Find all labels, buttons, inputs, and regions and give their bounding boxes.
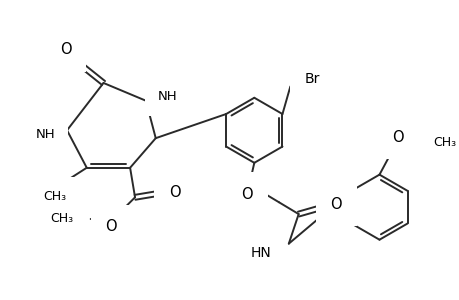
Text: CH₃: CH₃	[433, 136, 456, 148]
Text: O: O	[106, 219, 117, 234]
Text: O: O	[330, 197, 341, 212]
Text: NH: NH	[157, 90, 177, 103]
Text: CH₃: CH₃	[50, 212, 73, 226]
Text: O: O	[168, 185, 180, 200]
Text: O: O	[241, 187, 252, 202]
Text: O: O	[392, 130, 403, 145]
Text: Br: Br	[303, 71, 319, 85]
Text: HN: HN	[250, 247, 270, 260]
Text: NH: NH	[35, 128, 55, 141]
Text: CH₃: CH₃	[44, 190, 67, 203]
Text: O: O	[60, 42, 72, 57]
